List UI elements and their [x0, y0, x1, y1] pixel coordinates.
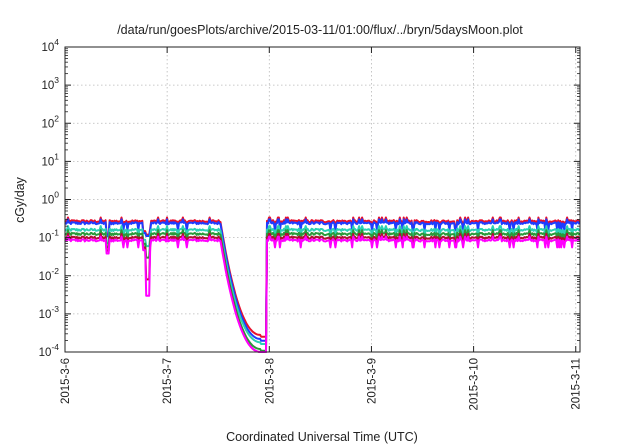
series-line — [64, 232, 581, 353]
series-line — [64, 229, 581, 352]
x-tick-label: 2015-3-11 — [571, 358, 583, 410]
x-tick-label: 2015-3-10 — [469, 358, 481, 410]
grid — [65, 47, 580, 352]
x-tick-label: 2015-3-8 — [264, 358, 276, 404]
y-tick-label: 104 — [41, 37, 59, 54]
y-tick-label: 101 — [41, 151, 59, 168]
series-line — [64, 225, 581, 345]
y-tick-label: 102 — [41, 113, 59, 130]
series-line — [64, 235, 581, 353]
x-tick-label: 2015-3-9 — [366, 358, 378, 404]
y-axis-label: cGy/day — [13, 176, 27, 223]
x-axis-ticks: 2015-3-6 2015-3-7 2015-3-8 2015-3-9 2015-3-1… — [60, 47, 583, 410]
y-axis-ticks: 10-4 10-3 10-2 10-1 100 101 102 103 104 — [39, 37, 580, 359]
series-group — [64, 216, 581, 353]
x-tick-label: 2015-3-7 — [162, 358, 174, 404]
series-line — [64, 218, 581, 342]
y-tick-label: 10-1 — [39, 228, 60, 245]
y-tick-label: 103 — [41, 75, 59, 92]
y-tick-label: 10-2 — [39, 266, 60, 283]
chart-title: /data/run/goesPlots/archive/2015-03-11/0… — [117, 23, 523, 37]
x-axis-label: Coordinated Universal Time (UTC) — [226, 430, 418, 444]
y-tick-label: 100 — [41, 190, 59, 207]
y-tick-label: 10-3 — [39, 304, 60, 321]
y-tick-label: 10-4 — [39, 342, 60, 359]
x-tick-label: 2015-3-6 — [60, 358, 72, 404]
